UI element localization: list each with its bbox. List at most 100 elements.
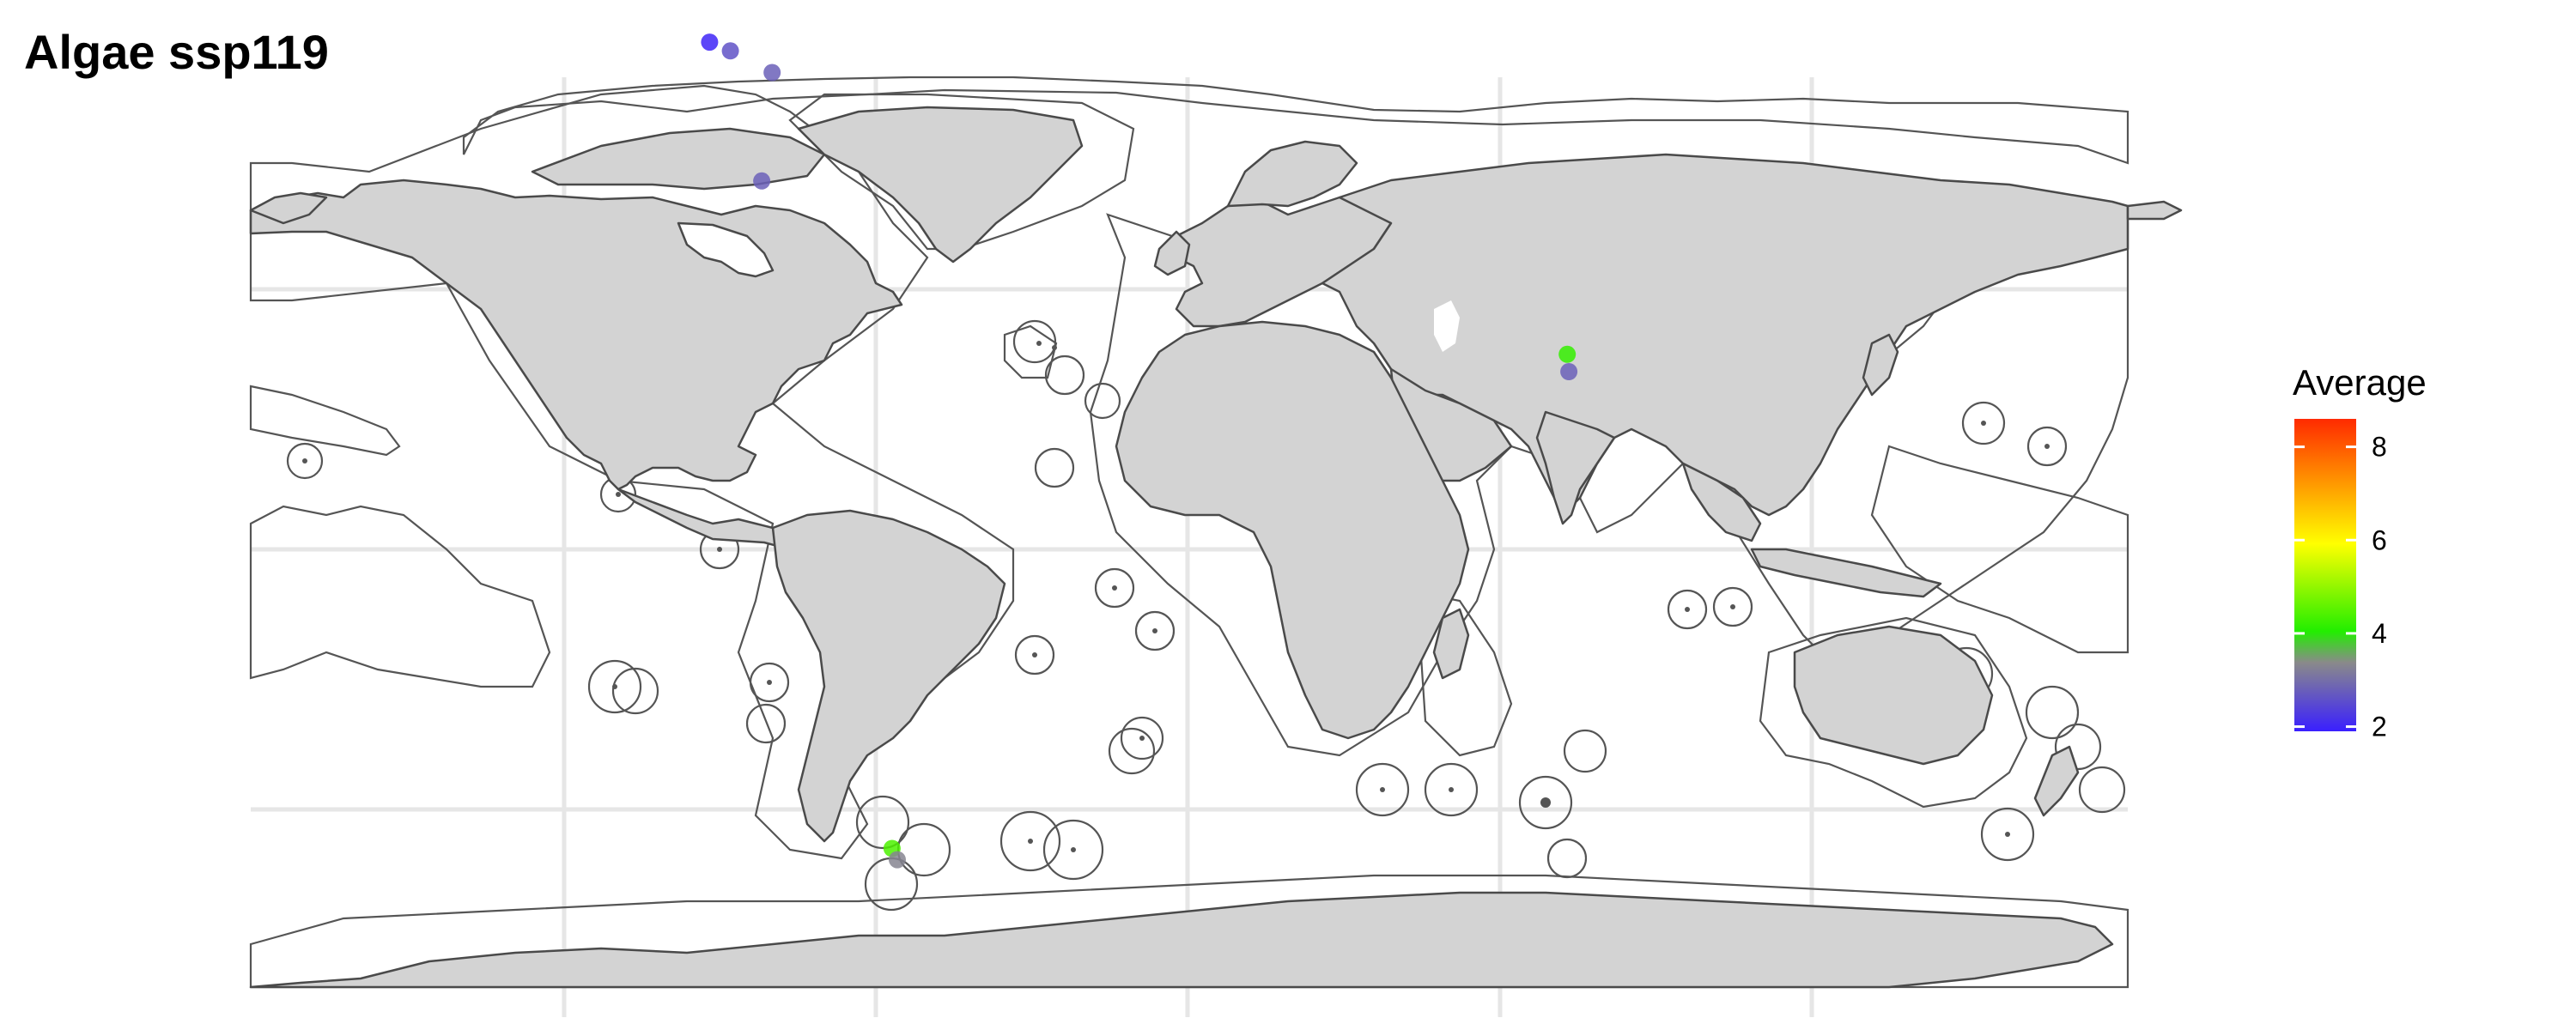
small-islands — [302, 341, 2050, 852]
legend-tick-label: 8 — [2372, 432, 2387, 463]
eez-island — [855, 795, 910, 850]
land-antarctica — [249, 891, 2114, 989]
eez-island — [1134, 610, 1176, 651]
islet — [616, 492, 621, 497]
data-point-rio-de-la-plata-2 — [889, 851, 906, 869]
islet — [2044, 444, 2050, 449]
eez-island — [2078, 766, 2126, 814]
legend-title: Average — [2293, 362, 2427, 403]
eez-island — [1518, 775, 1573, 830]
land-uk — [1153, 230, 1191, 276]
eez-island — [2025, 685, 2080, 740]
eez-africa-east — [1415, 591, 1513, 757]
eez-island — [1120, 716, 1164, 760]
islet — [1449, 787, 1454, 792]
eez-island — [1355, 762, 1410, 817]
land-new-zealand — [2033, 745, 2080, 817]
islet — [302, 458, 307, 464]
islet — [1540, 797, 1551, 808]
land-india — [1535, 410, 1616, 525]
eez-island — [999, 810, 1061, 872]
islet — [1028, 839, 1033, 844]
land-alaska — [249, 191, 328, 225]
eez-island — [1034, 447, 1075, 488]
legend-tick-label: 2 — [2372, 712, 2387, 742]
legend: Average 8 6 4 2 — [2293, 362, 2427, 742]
land-north-america — [249, 179, 903, 491]
islet — [2005, 832, 2010, 837]
eez-hawaii — [249, 385, 401, 457]
eez-island — [1014, 634, 1055, 676]
eez-island — [1980, 807, 2035, 862]
eez-island — [1044, 354, 1085, 396]
islet — [1112, 585, 1117, 591]
eez-island — [1108, 727, 1156, 775]
land-madagascar — [1432, 608, 1470, 680]
land-hudson-bay — [677, 221, 775, 278]
eez-island — [896, 822, 951, 877]
legend-colorbar — [2294, 419, 2356, 731]
eez-island — [1563, 729, 1607, 773]
islet — [1036, 341, 1042, 346]
eez-greenland — [788, 93, 1135, 251]
eez-island — [1094, 567, 1135, 609]
islet — [1380, 787, 1385, 792]
eez-island — [864, 857, 919, 912]
eez-antarctica — [249, 874, 2129, 989]
eez-island — [1012, 319, 1057, 364]
land-siberia-east — [2126, 200, 2183, 221]
islet — [1981, 421, 1986, 426]
eez-island — [1667, 589, 1708, 630]
data-point-gujarat-south — [1560, 363, 1578, 380]
map-title: Algae ssp119 — [24, 25, 329, 79]
islet — [612, 684, 617, 689]
eez-atlantic-ridge — [1003, 324, 1058, 379]
caspian-sea — [1434, 300, 1460, 352]
islet — [1032, 652, 1037, 657]
land-canadian-arctic — [531, 127, 826, 191]
land-southeast-asia — [1681, 462, 1762, 542]
eez-island — [1546, 838, 1588, 879]
eez-island — [587, 659, 642, 714]
land-africa — [1115, 320, 1470, 740]
eez-australia — [1759, 616, 2028, 809]
eez-island — [1424, 762, 1479, 817]
islet — [1071, 847, 1076, 852]
eez-boundaries — [249, 76, 2129, 989]
land-australia — [1793, 625, 1994, 766]
eez-island — [1042, 819, 1104, 881]
eez-pacific-islands — [249, 505, 551, 688]
eez-island — [611, 667, 659, 715]
eez-western-pacific — [1870, 445, 2129, 654]
data-point-hudson-bay-east — [763, 64, 781, 82]
land-indonesia — [1750, 548, 1942, 598]
islet — [1152, 628, 1157, 633]
eez-island — [749, 662, 790, 703]
islet — [1685, 607, 1690, 612]
eez-island — [745, 703, 787, 744]
eez-island — [2026, 426, 2068, 467]
islet — [717, 547, 722, 552]
legend-tick-label: 6 — [2372, 524, 2387, 555]
eez-arctic — [462, 76, 2129, 165]
islet — [767, 680, 772, 685]
data-point-gujarat — [1558, 345, 1577, 363]
land-scandinavia — [1226, 140, 1358, 208]
land-masses — [249, 106, 2183, 989]
islet — [1139, 736, 1145, 741]
eez-island — [1961, 401, 2006, 445]
eez-island — [2054, 723, 2102, 771]
data-point-great-lakes — [753, 172, 771, 190]
data-point-hudson-bay-west-2 — [721, 42, 739, 60]
islet — [1730, 604, 1735, 609]
land-south-america — [771, 509, 1006, 843]
islet — [1052, 345, 1057, 350]
data-points — [701, 33, 1578, 869]
legend-ticks: 8 6 4 2 — [2294, 432, 2387, 742]
land-japan — [1862, 333, 1899, 397]
eez-island — [1084, 382, 1121, 420]
data-point-hudson-bay-west — [701, 33, 719, 52]
eez-island — [286, 442, 324, 480]
eez-island — [1712, 586, 1753, 627]
